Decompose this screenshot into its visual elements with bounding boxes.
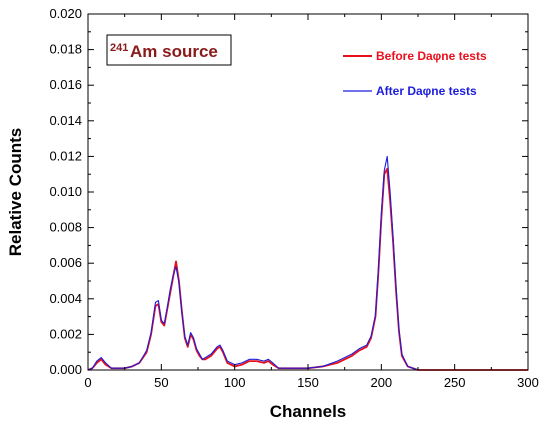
source-annotation-label: Am source	[130, 42, 218, 61]
ticks-layer: 0 50 100 150 200 250 300 0.000 0.002 0.004 0.006 0.…	[49, 6, 538, 390]
x-tick-label: 50	[154, 375, 168, 390]
y-tick-label: 0.006	[49, 255, 82, 270]
legend-label-after: After Daφne tests	[376, 84, 477, 98]
x-tick-label: 300	[517, 375, 539, 390]
x-axis-title: Channels	[270, 402, 347, 421]
series-line-after	[87, 155, 528, 371]
x-tick-label: 250	[444, 375, 466, 390]
legend: Before Daφne tests After Daφne tests	[343, 49, 487, 98]
x-tick-label: 200	[370, 375, 392, 390]
y-tick-label: 0.008	[49, 220, 82, 235]
x-tick-label: 150	[297, 375, 319, 390]
source-annotation-superscript: 241	[110, 42, 128, 54]
y-axis-title: Relative Counts	[6, 128, 25, 256]
x-tick-label: 0	[84, 375, 91, 390]
series-line-before	[87, 167, 528, 371]
y-tick-label: 0.014	[49, 113, 82, 128]
y-tick-label: 0.002	[49, 326, 82, 341]
legend-label-before: Before Daφne tests	[376, 49, 487, 63]
series-layer	[87, 155, 528, 371]
y-tick-label: 0.012	[49, 148, 82, 163]
y-tick-label: 0.004	[49, 291, 82, 306]
y-tick-label: 0.016	[49, 77, 82, 92]
y-tick-label: 0.018	[49, 42, 82, 57]
source-annotation-box	[106, 34, 232, 66]
y-tick-label: 0.010	[49, 184, 82, 199]
y-tick-label: 0.000	[49, 362, 82, 377]
x-tick-label: 100	[224, 375, 246, 390]
y-tick-label: 0.020	[49, 6, 82, 21]
source-annotation: 241 Am source	[106, 34, 232, 66]
